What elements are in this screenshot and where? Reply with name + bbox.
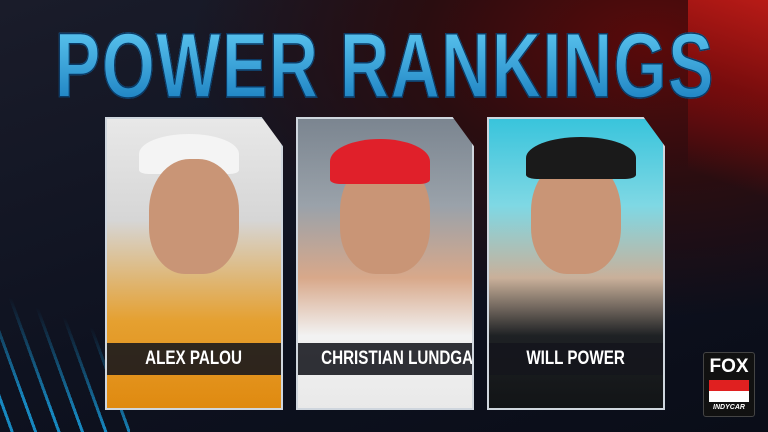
driver-name-bar: CHRISTIAN LUNDGAARD: [298, 343, 472, 375]
red-background-accent: [688, 0, 768, 220]
driver-photo-cap: [330, 139, 430, 184]
indycar-flag-icon: [709, 380, 749, 402]
driver-name-bar: ALEX PALOU: [107, 343, 281, 375]
driver-card-alex-palou: ALEX PALOU: [105, 117, 283, 410]
driver-name-bar: WILL POWER: [489, 343, 663, 375]
fox-indycar-logo: FOX INDYCAR: [703, 352, 755, 417]
driver-photo: [149, 159, 239, 274]
driver-card-will-power: WILL POWER: [487, 117, 665, 410]
page-title: POWER RANKINGS: [54, 15, 715, 117]
driver-photo-cap: [526, 137, 636, 179]
driver-card-christian-lundgaard: CHRISTIAN LUNDGAARD: [296, 117, 474, 410]
